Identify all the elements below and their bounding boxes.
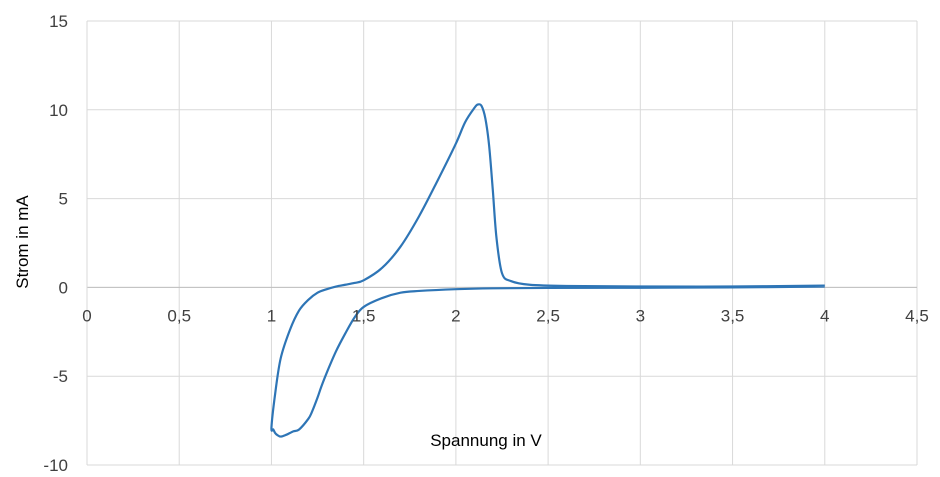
x-tick-label: 1 [267, 306, 276, 325]
series [270, 103, 825, 438]
y-tick-label: -5 [53, 367, 68, 386]
x-tick-label: 3,5 [721, 306, 745, 325]
y-axis-title: Strom in mA [13, 195, 32, 289]
tick-labels: 0 0,5 1 1,5 2 2,5 3 3,5 4 4,5 -10 -5 0 5 10 15 [43, 12, 928, 475]
grid [86, 20, 918, 466]
x-axis-title: Spannung in V [430, 431, 542, 450]
x-tick-label: 3 [636, 306, 645, 325]
axes [86, 21, 917, 465]
x-tick-label: 0,5 [167, 306, 191, 325]
x-tick-label: 2 [451, 306, 460, 325]
x-tick-label: 2,5 [536, 306, 560, 325]
y-tick-label: -10 [43, 456, 68, 475]
y-tick-label: 0 [59, 278, 68, 297]
x-tick-label: 1,5 [352, 306, 376, 325]
y-tick-label: 15 [49, 12, 68, 31]
x-tick-label: 4,5 [905, 306, 929, 325]
series-line [270, 103, 825, 438]
x-tick-label: 4 [820, 306, 829, 325]
x-tick-label: 0 [82, 306, 91, 325]
y-tick-label: 10 [49, 101, 68, 120]
y-tick-label: 5 [59, 190, 68, 209]
